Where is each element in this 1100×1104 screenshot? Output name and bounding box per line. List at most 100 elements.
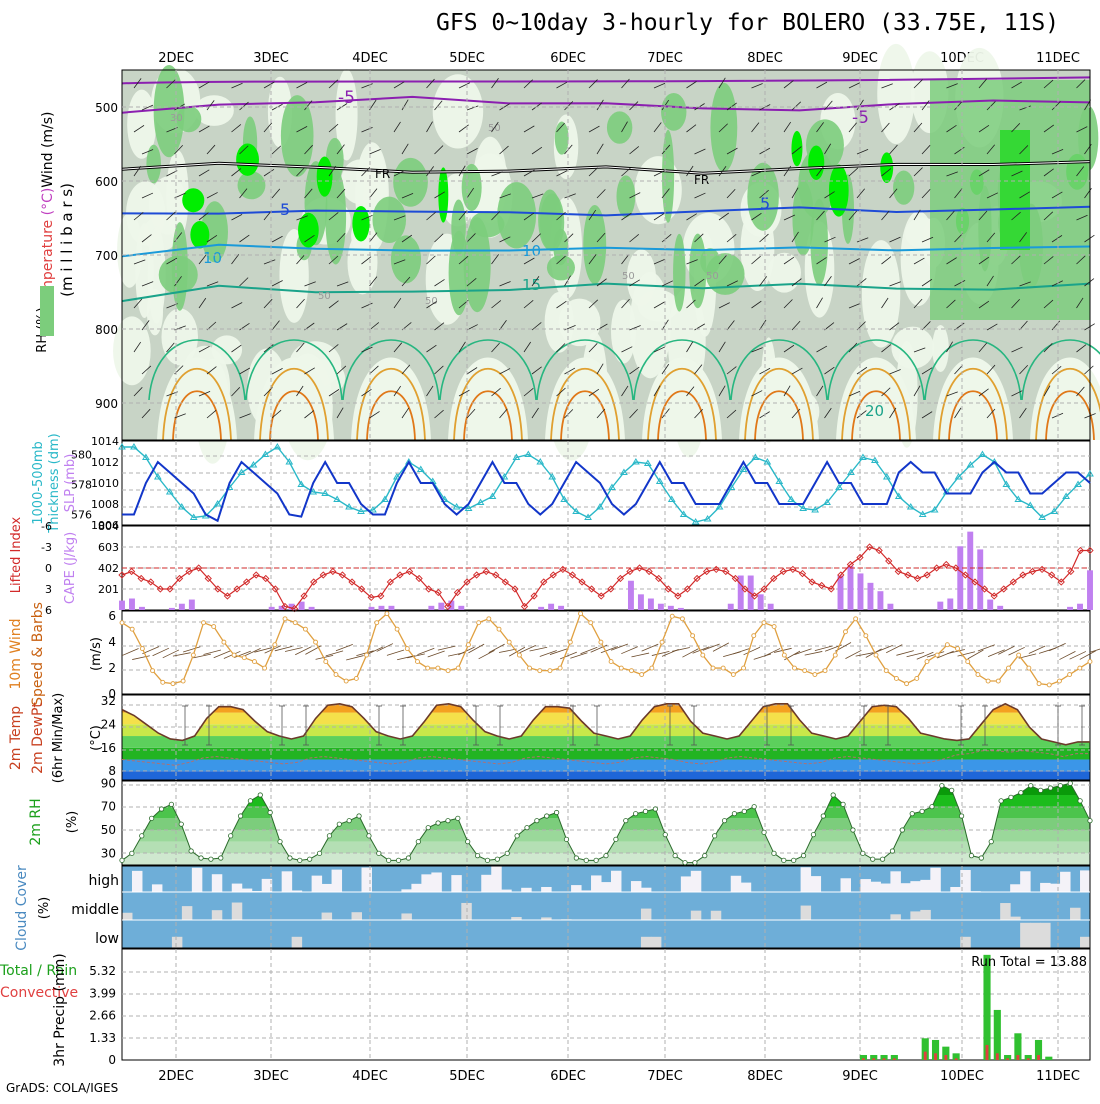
rh-band [122, 842, 1090, 854]
wind10m-point [742, 666, 746, 670]
rh2m-point [377, 851, 381, 855]
wind10m-point [222, 640, 226, 644]
wind10m-point [528, 666, 532, 670]
wind10m-point [334, 673, 338, 677]
rh2m-point [317, 851, 321, 855]
contour-label: 50 [425, 296, 438, 307]
wind10m-point [487, 617, 491, 621]
cloud-cell [631, 881, 641, 892]
cloud-cell [322, 884, 332, 892]
cape-bar [678, 608, 684, 610]
wind10m-point [589, 621, 593, 625]
wind10m-point [538, 669, 542, 673]
wind10m-point [1088, 660, 1092, 664]
rh2m-point [910, 811, 914, 815]
axis-label-part: SLP (mb) [63, 454, 78, 513]
axis-label-part: Lifted Index [9, 516, 24, 593]
wind10m-point [161, 680, 165, 684]
wind10m-point [171, 682, 175, 686]
wind10m-point [1078, 666, 1082, 670]
rh2m-point [614, 837, 618, 841]
wind10m-barb [295, 647, 311, 655]
rh2m-point [584, 858, 588, 862]
li-tick: -3 [41, 541, 52, 554]
axis-label-part: 2m Temp [8, 706, 24, 770]
rh2m-point [900, 828, 904, 832]
axis-label-part: (%) [65, 811, 80, 834]
axis-label: (6hr Min/Max) [51, 693, 66, 783]
contour-label: 20 [865, 402, 884, 420]
wind10m-barb [764, 648, 780, 656]
rh-saturated-blob [190, 221, 209, 248]
precip-tick: 5.32 [89, 964, 116, 978]
wind10m-point [151, 669, 155, 673]
rh2m-point [159, 807, 163, 811]
rh2m-point [930, 804, 934, 808]
wind10m-point [344, 679, 348, 683]
contour-label: FR [694, 173, 709, 187]
wind10m-barb [438, 646, 456, 650]
rh2m-point [969, 853, 973, 857]
date-label-top: 8DEC [747, 51, 783, 66]
wind10m-point [303, 627, 307, 631]
axis-label: 1000-500mb [31, 441, 46, 525]
wind10m-point [375, 621, 379, 625]
precip-conv-bar [996, 1053, 999, 1060]
date-label-top: 4DEC [352, 51, 388, 66]
cape-bar [957, 546, 963, 610]
rh-moist-blob [662, 130, 674, 223]
wind10m-point [1027, 666, 1031, 670]
cloud-cell [651, 937, 661, 948]
axis-label-part: (m i l l i b a r s) [58, 183, 76, 297]
wind10m-point [986, 679, 990, 683]
wind10m-barb [530, 647, 548, 651]
cloud-cell [930, 868, 940, 892]
rh2m-point [663, 832, 667, 836]
rh2m-point [248, 799, 252, 803]
wind10m-barb [754, 654, 771, 659]
cloud-background [122, 866, 1090, 948]
cape-bar [548, 604, 554, 610]
precip-tick: 2.66 [89, 1009, 116, 1023]
cloud-cell [910, 881, 920, 892]
axis-label: Temperature (°C)Wind (m/s) [40, 111, 56, 309]
cloud-cell [1020, 871, 1030, 892]
axis-label: 2m DewPt [30, 702, 46, 774]
cape-bar [668, 606, 674, 610]
rh-moist-blob [607, 111, 632, 143]
cloud-cell [212, 910, 222, 920]
cape-bar [728, 604, 734, 610]
rh-saturated-blob [880, 152, 893, 183]
rh2m-point [466, 839, 470, 843]
wind10m-barb [183, 647, 200, 652]
wind10m-point [273, 643, 277, 647]
cloud-cell [571, 885, 581, 892]
contour-label: 50 [622, 271, 635, 282]
rh2m-point [357, 814, 361, 818]
wind10m-point [701, 653, 705, 657]
axis-label-part: (°C) [89, 725, 104, 751]
wind10m-barb [387, 650, 404, 655]
wind10m-point [568, 640, 572, 644]
rh2m-point [742, 809, 746, 813]
rh2m-point [950, 788, 954, 792]
cloud-cell [1080, 937, 1090, 948]
cloud-cell [521, 888, 531, 892]
axis-label: Thickness (dm) [47, 433, 62, 533]
temp-band [122, 713, 1090, 725]
wind10m-point [762, 621, 766, 625]
cloud-cell [841, 878, 851, 892]
date-label-bottom: 6DEC [550, 1069, 586, 1084]
rh2m-point [772, 851, 776, 855]
rh-moist-blob [538, 190, 562, 250]
wind10m-point [905, 682, 909, 686]
wind10m-point [772, 625, 776, 629]
rh2m-point [1048, 786, 1052, 790]
axis-label-part: 10m Wind [8, 618, 24, 689]
cape-bar [967, 532, 973, 610]
rh-moist-blob [146, 145, 161, 184]
cloud-cell [451, 875, 461, 892]
axis-label-part: Thickness (dm) [47, 433, 62, 533]
cape-bar [269, 607, 275, 610]
